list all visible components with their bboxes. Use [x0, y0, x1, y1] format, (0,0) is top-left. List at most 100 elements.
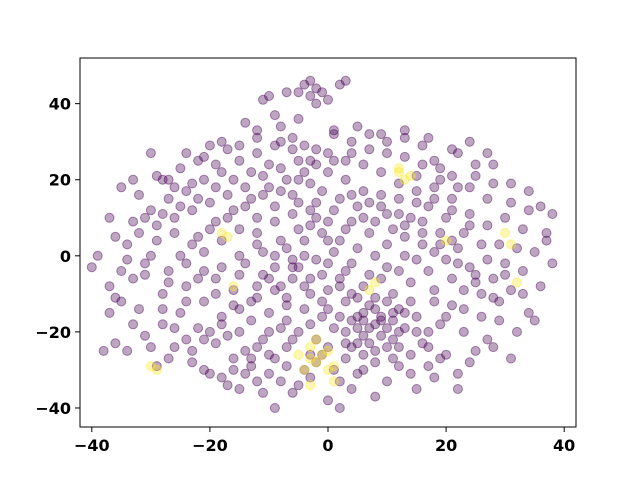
scatter-point: [210, 216, 221, 227]
scatter-point: [193, 231, 204, 242]
scatter-point: [269, 262, 280, 273]
scatter-point: [293, 87, 304, 98]
scatter-point: [334, 403, 345, 413]
scatter-point: [199, 151, 209, 162]
scatter-point: [287, 132, 298, 143]
scatter-point: [376, 167, 387, 178]
scatter-point: [470, 170, 481, 181]
scatter-point: [441, 349, 452, 360]
scatter-point: [258, 269, 268, 280]
scatter-point: [317, 87, 328, 98]
scatter-point: [547, 258, 558, 269]
scatter-point: [204, 197, 215, 208]
scatter-point: [464, 136, 475, 147]
scatter-point: [269, 353, 280, 364]
y-tick-label: −40: [35, 399, 71, 418]
scatter-point: [240, 368, 251, 379]
scatter-point: [228, 364, 239, 375]
scatter-point: [264, 182, 274, 193]
scatter-point: [199, 266, 209, 276]
scatter-point: [535, 201, 546, 212]
scatter-point: [334, 235, 345, 246]
scatter-point: [352, 243, 363, 254]
scatter-point: [275, 235, 286, 246]
x-tick-label: 40: [553, 436, 575, 455]
scatter-point: [264, 91, 274, 101]
scatter-point: [269, 216, 280, 227]
scatter-point: [482, 334, 493, 345]
scatter-point: [417, 338, 428, 349]
scatter-point: [476, 288, 487, 299]
scatter-point: [199, 247, 209, 257]
scatter-point: [134, 304, 144, 315]
scatter-point: [340, 353, 351, 364]
scatter-point: [417, 216, 428, 227]
scatter-point: [441, 311, 452, 322]
scatter-point: [246, 193, 257, 204]
scatter-point: [340, 338, 351, 349]
scatter-point: [110, 292, 121, 303]
scatter-point: [305, 353, 316, 364]
scatter-point: [447, 193, 457, 204]
scatter-point: [323, 167, 333, 178]
scatter-point: [234, 304, 245, 315]
scatter-point: [376, 273, 387, 284]
scatter-point: [199, 296, 209, 307]
scatter-point: [417, 159, 428, 170]
scatter-point: [500, 228, 511, 238]
scatter-point: [447, 170, 457, 181]
scatter-point: [175, 201, 186, 212]
scatter-point: [210, 182, 221, 193]
y-tick-label: 0: [60, 247, 71, 266]
scatter-point: [352, 201, 363, 212]
x-axis: −40 −20 0 20 40: [74, 427, 575, 455]
scatter-point: [323, 285, 333, 296]
scatter-point: [299, 79, 310, 90]
scatter-point: [517, 224, 528, 235]
scatter-point: [328, 361, 339, 372]
scatter-point: [281, 87, 292, 98]
scatter-point: [128, 319, 139, 330]
scatter-point: [500, 258, 511, 269]
scatter-point: [388, 315, 398, 326]
scatter-point: [464, 262, 475, 273]
scatter-point: [393, 209, 404, 219]
scatter-point: [181, 186, 192, 197]
scatter-point: [464, 357, 475, 368]
scatter-point: [151, 361, 162, 372]
scatter-point: [86, 262, 97, 273]
scatter-point: [464, 182, 475, 193]
scatter-point: [470, 159, 481, 170]
scatter-point: [287, 273, 298, 284]
scatter-point: [388, 307, 398, 318]
scatter-point: [441, 254, 452, 265]
scatter-point: [240, 258, 251, 269]
scatter-point: [399, 151, 410, 162]
scatter-point: [305, 372, 316, 383]
scatter-point: [252, 239, 263, 250]
scatter-point: [199, 174, 209, 185]
scatter-point: [517, 288, 528, 299]
scatter-point: [328, 247, 339, 257]
scatter-point: [452, 182, 463, 193]
scatter-point: [488, 159, 499, 170]
scatter-point: [311, 197, 322, 208]
scatter-point: [317, 228, 328, 238]
scatter-point: [258, 334, 268, 345]
scatter-point: [411, 197, 422, 208]
scatter-point: [258, 387, 268, 398]
scatter-point: [299, 250, 310, 261]
scatter-point: [299, 140, 310, 151]
scatter-point: [494, 315, 505, 326]
scatter-point: [346, 136, 357, 147]
x-tick-label: −20: [192, 436, 228, 455]
scatter-point: [441, 212, 452, 223]
scatter-point: [281, 342, 292, 353]
scatter-point: [246, 361, 257, 372]
y-tick-label: −20: [35, 323, 71, 342]
scatter-point: [447, 235, 457, 246]
scatter-point: [98, 345, 109, 356]
scatter-point: [393, 304, 404, 315]
scatter-point: [264, 307, 274, 318]
